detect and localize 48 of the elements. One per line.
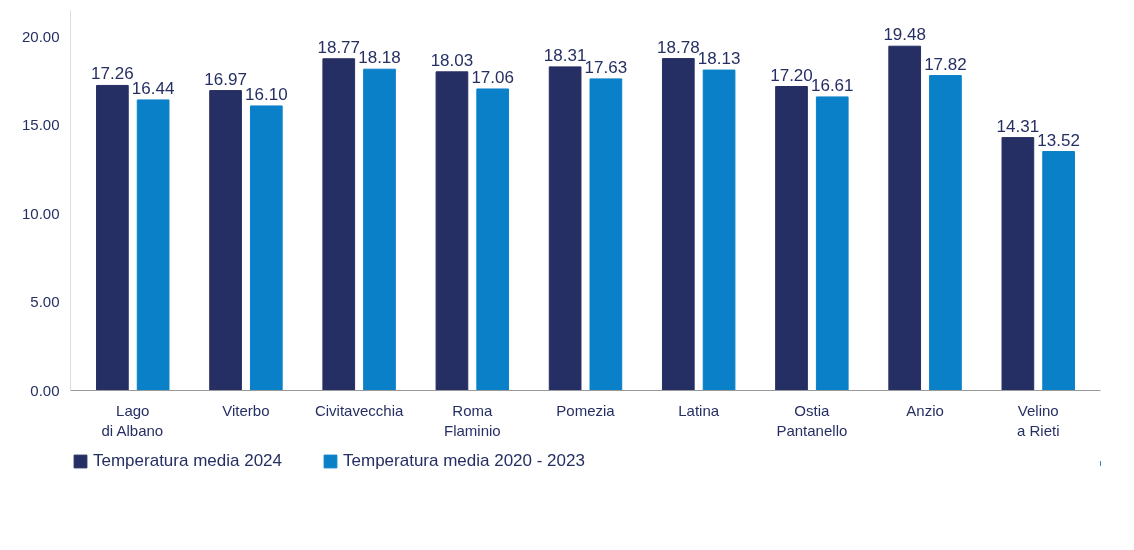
x-tick-label: Roma Flaminio: [443, 401, 501, 439]
bar: [548, 66, 582, 391]
x-tick-label: Civitavecchia: [314, 401, 404, 419]
bar: [322, 58, 356, 391]
bar: [929, 75, 962, 391]
bar: [1042, 151, 1075, 391]
bar: [476, 88, 510, 391]
data-label: 18.18: [358, 48, 401, 68]
bar: [815, 96, 849, 391]
bar: [249, 105, 283, 391]
data-label: 17.26: [91, 64, 134, 84]
x-tick-label: Velino a Rieti: [1016, 401, 1060, 439]
bar: [96, 84, 129, 391]
bar: [775, 86, 808, 391]
bar: [136, 99, 170, 391]
bar: [888, 45, 922, 391]
x-tick-label: Lago di Albano: [101, 401, 164, 439]
bar: [1001, 137, 1035, 391]
data-label: 17.06: [471, 67, 514, 87]
data-label: 16.10: [245, 84, 288, 104]
x-tick-label: Latina: [678, 401, 720, 419]
data-label: 16.97: [204, 69, 247, 89]
data-label: 14.31: [996, 116, 1040, 136]
y-tick-label: 0.00: [30, 381, 60, 399]
data-label: 16.44: [131, 78, 175, 98]
data-label: 18.31: [543, 45, 587, 65]
x-tick-label: Anzio: [906, 401, 944, 419]
y-tick-label: 5.00: [30, 293, 60, 311]
data-label: 18.78: [657, 37, 700, 57]
bar: [589, 78, 623, 391]
data-label: 17.20: [770, 65, 813, 85]
bar: [661, 58, 695, 391]
data-label: 18.03: [430, 50, 474, 70]
x-tick-label: Ostia Pantanello: [776, 401, 848, 439]
legend-label: Temperatura media 2024: [93, 451, 283, 471]
data-label: 17.82: [924, 54, 967, 74]
y-tick-label: 15.00: [21, 116, 60, 134]
x-tick-label: Pomezia: [556, 401, 616, 419]
y-tick-label: 10.00: [21, 204, 60, 222]
bar: [209, 90, 242, 391]
data-label: 19.48: [883, 25, 926, 45]
legend-label: Temperatura media 2020 - 2023: [343, 451, 585, 471]
bar: [702, 69, 736, 391]
bar: [435, 71, 469, 391]
y-tick-label: 20.00: [21, 28, 60, 46]
data-label: 18.77: [317, 37, 361, 57]
bar: [363, 68, 396, 391]
x-tick-label: Viterbo: [222, 401, 270, 419]
